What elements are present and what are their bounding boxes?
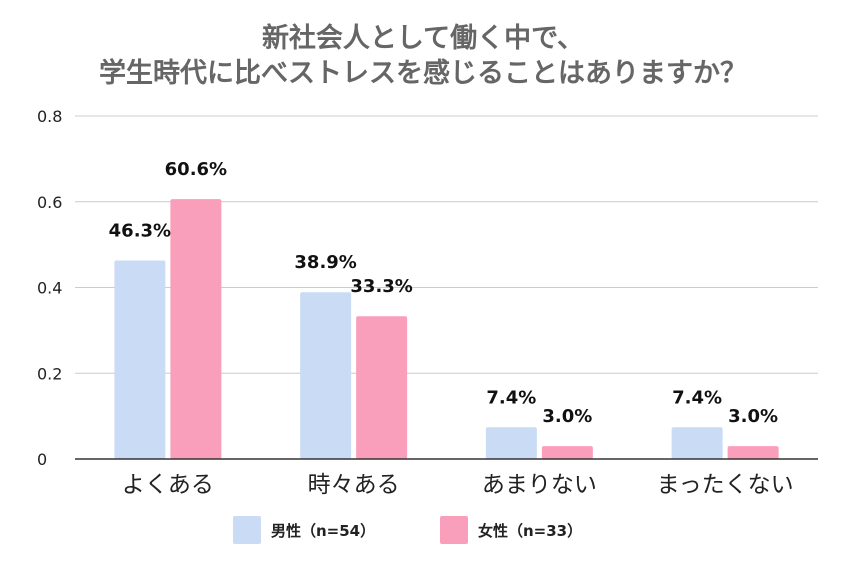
x-category-label: あまりない	[482, 472, 597, 498]
x-category-label: まったくない	[657, 472, 794, 498]
bar-male	[485, 427, 537, 459]
bar-female	[541, 446, 593, 459]
bars	[114, 199, 779, 460]
data-label: 3.0%	[542, 406, 592, 427]
axes: 0 0.2 0.4 0.6 0.8 よくある 時々ある あまりない まったくない	[37, 107, 818, 498]
x-category-label: 時々ある	[308, 472, 400, 498]
chart-title-line-1: 新社会人として働く中で、	[262, 22, 584, 54]
bar-male	[114, 260, 166, 459]
chart-title-line-2: 学生時代に比べストレスを感じることはありますか？	[99, 57, 747, 89]
data-label: 38.9%	[294, 252, 356, 273]
legend-label: 女性（n=33）	[478, 522, 582, 540]
y-tick-label: 0.4	[37, 279, 62, 298]
legend-label: 男性（n=54）	[271, 522, 375, 540]
y-tick-label: 0.2	[37, 364, 62, 383]
data-label: 33.3%	[350, 276, 412, 297]
bar-female	[727, 446, 779, 459]
data-label: 7.4%	[486, 387, 536, 408]
bar-female	[170, 199, 222, 460]
data-label: 3.0%	[728, 406, 778, 427]
x-category-label: よくある	[122, 472, 214, 498]
data-labels: 46.3% 60.6% 38.9% 33.3% 7.4% 3.0% 7.4% 3.0%	[109, 159, 778, 427]
bar-female	[356, 316, 408, 459]
y-tick-label: 0.6	[37, 193, 62, 212]
bar-male	[300, 292, 352, 459]
bar-male	[671, 427, 723, 459]
y-tick-label: 0	[37, 450, 47, 469]
y-tick-label: 0.8	[37, 107, 62, 126]
data-label: 46.3%	[109, 220, 171, 241]
legend: 男性（n=54） 女性（n=33）	[233, 516, 582, 544]
data-label: 7.4%	[672, 387, 722, 408]
legend-swatch	[233, 516, 261, 544]
data-label: 60.6%	[165, 159, 227, 180]
legend-swatch	[440, 516, 468, 544]
